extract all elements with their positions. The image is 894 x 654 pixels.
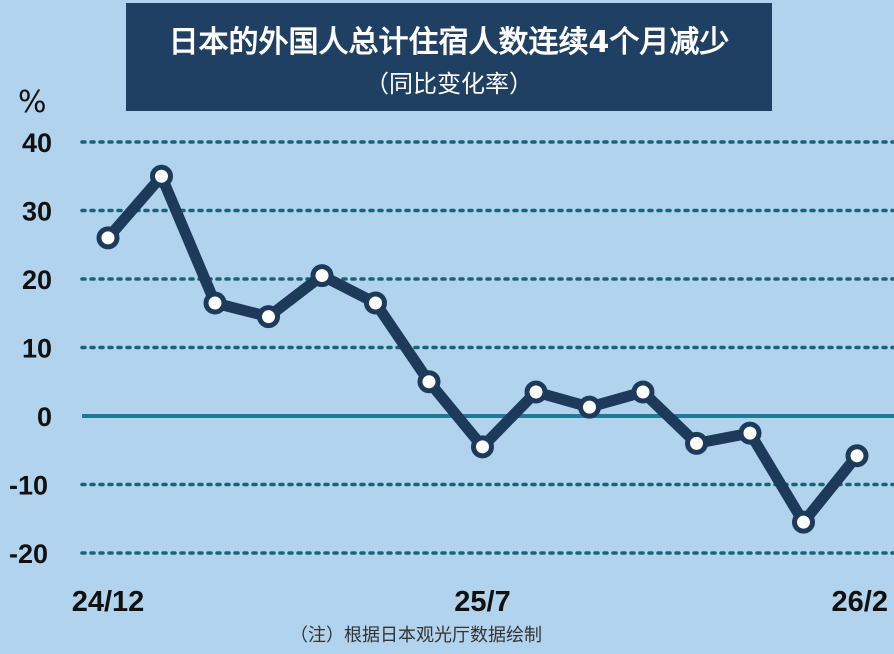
data-point-25-10 xyxy=(631,380,655,404)
source-note: （注）根据日本观光厅数据绘制 xyxy=(290,625,542,646)
data-point-25-3 xyxy=(257,305,280,329)
x-tick-labels: 24/12 25/7 26/2 xyxy=(72,586,888,618)
chart-title: 日本的外国人总计住宿人数连续4个月减少 xyxy=(169,25,730,60)
data-point-24-12 xyxy=(96,226,120,250)
y-tick-label: 0 xyxy=(37,402,52,432)
y-tick-label: 40 xyxy=(22,128,52,158)
data-point-26-1 xyxy=(792,510,815,534)
data-point-25-9 xyxy=(578,395,601,419)
x-tick-label: 26/2 xyxy=(832,586,888,618)
title-box xyxy=(126,3,772,111)
data-point-25-12 xyxy=(738,421,762,445)
y-tick-labels: 40 30 20 10 0 -10 -20 xyxy=(9,128,52,569)
data-point-25-2 xyxy=(203,291,227,315)
x-tick-label: 24/12 xyxy=(72,586,145,618)
chart-subtitle: （同比变化率） xyxy=(365,70,533,98)
series-layer xyxy=(96,164,869,534)
data-point-25-7 xyxy=(471,435,494,459)
x-tick-label: 25/7 xyxy=(454,586,510,618)
data-point-25-1 xyxy=(150,164,173,188)
data-point-26-2 xyxy=(845,444,869,468)
y-tick-label: 10 xyxy=(22,334,52,364)
data-point-25-4 xyxy=(310,264,334,288)
data-point-25-8 xyxy=(524,380,548,404)
data-point-25-6 xyxy=(417,370,441,394)
data-point-25-11 xyxy=(685,431,708,455)
series-line xyxy=(102,170,863,528)
grid-lines xyxy=(80,140,894,555)
y-axis-unit: % xyxy=(18,85,47,120)
y-tick-label: 30 xyxy=(22,197,52,227)
y-tick-label: 20 xyxy=(22,265,52,295)
y-tick-label: -10 xyxy=(9,471,48,501)
y-tick-label: -20 xyxy=(9,539,48,569)
data-point-25-5 xyxy=(364,291,387,315)
